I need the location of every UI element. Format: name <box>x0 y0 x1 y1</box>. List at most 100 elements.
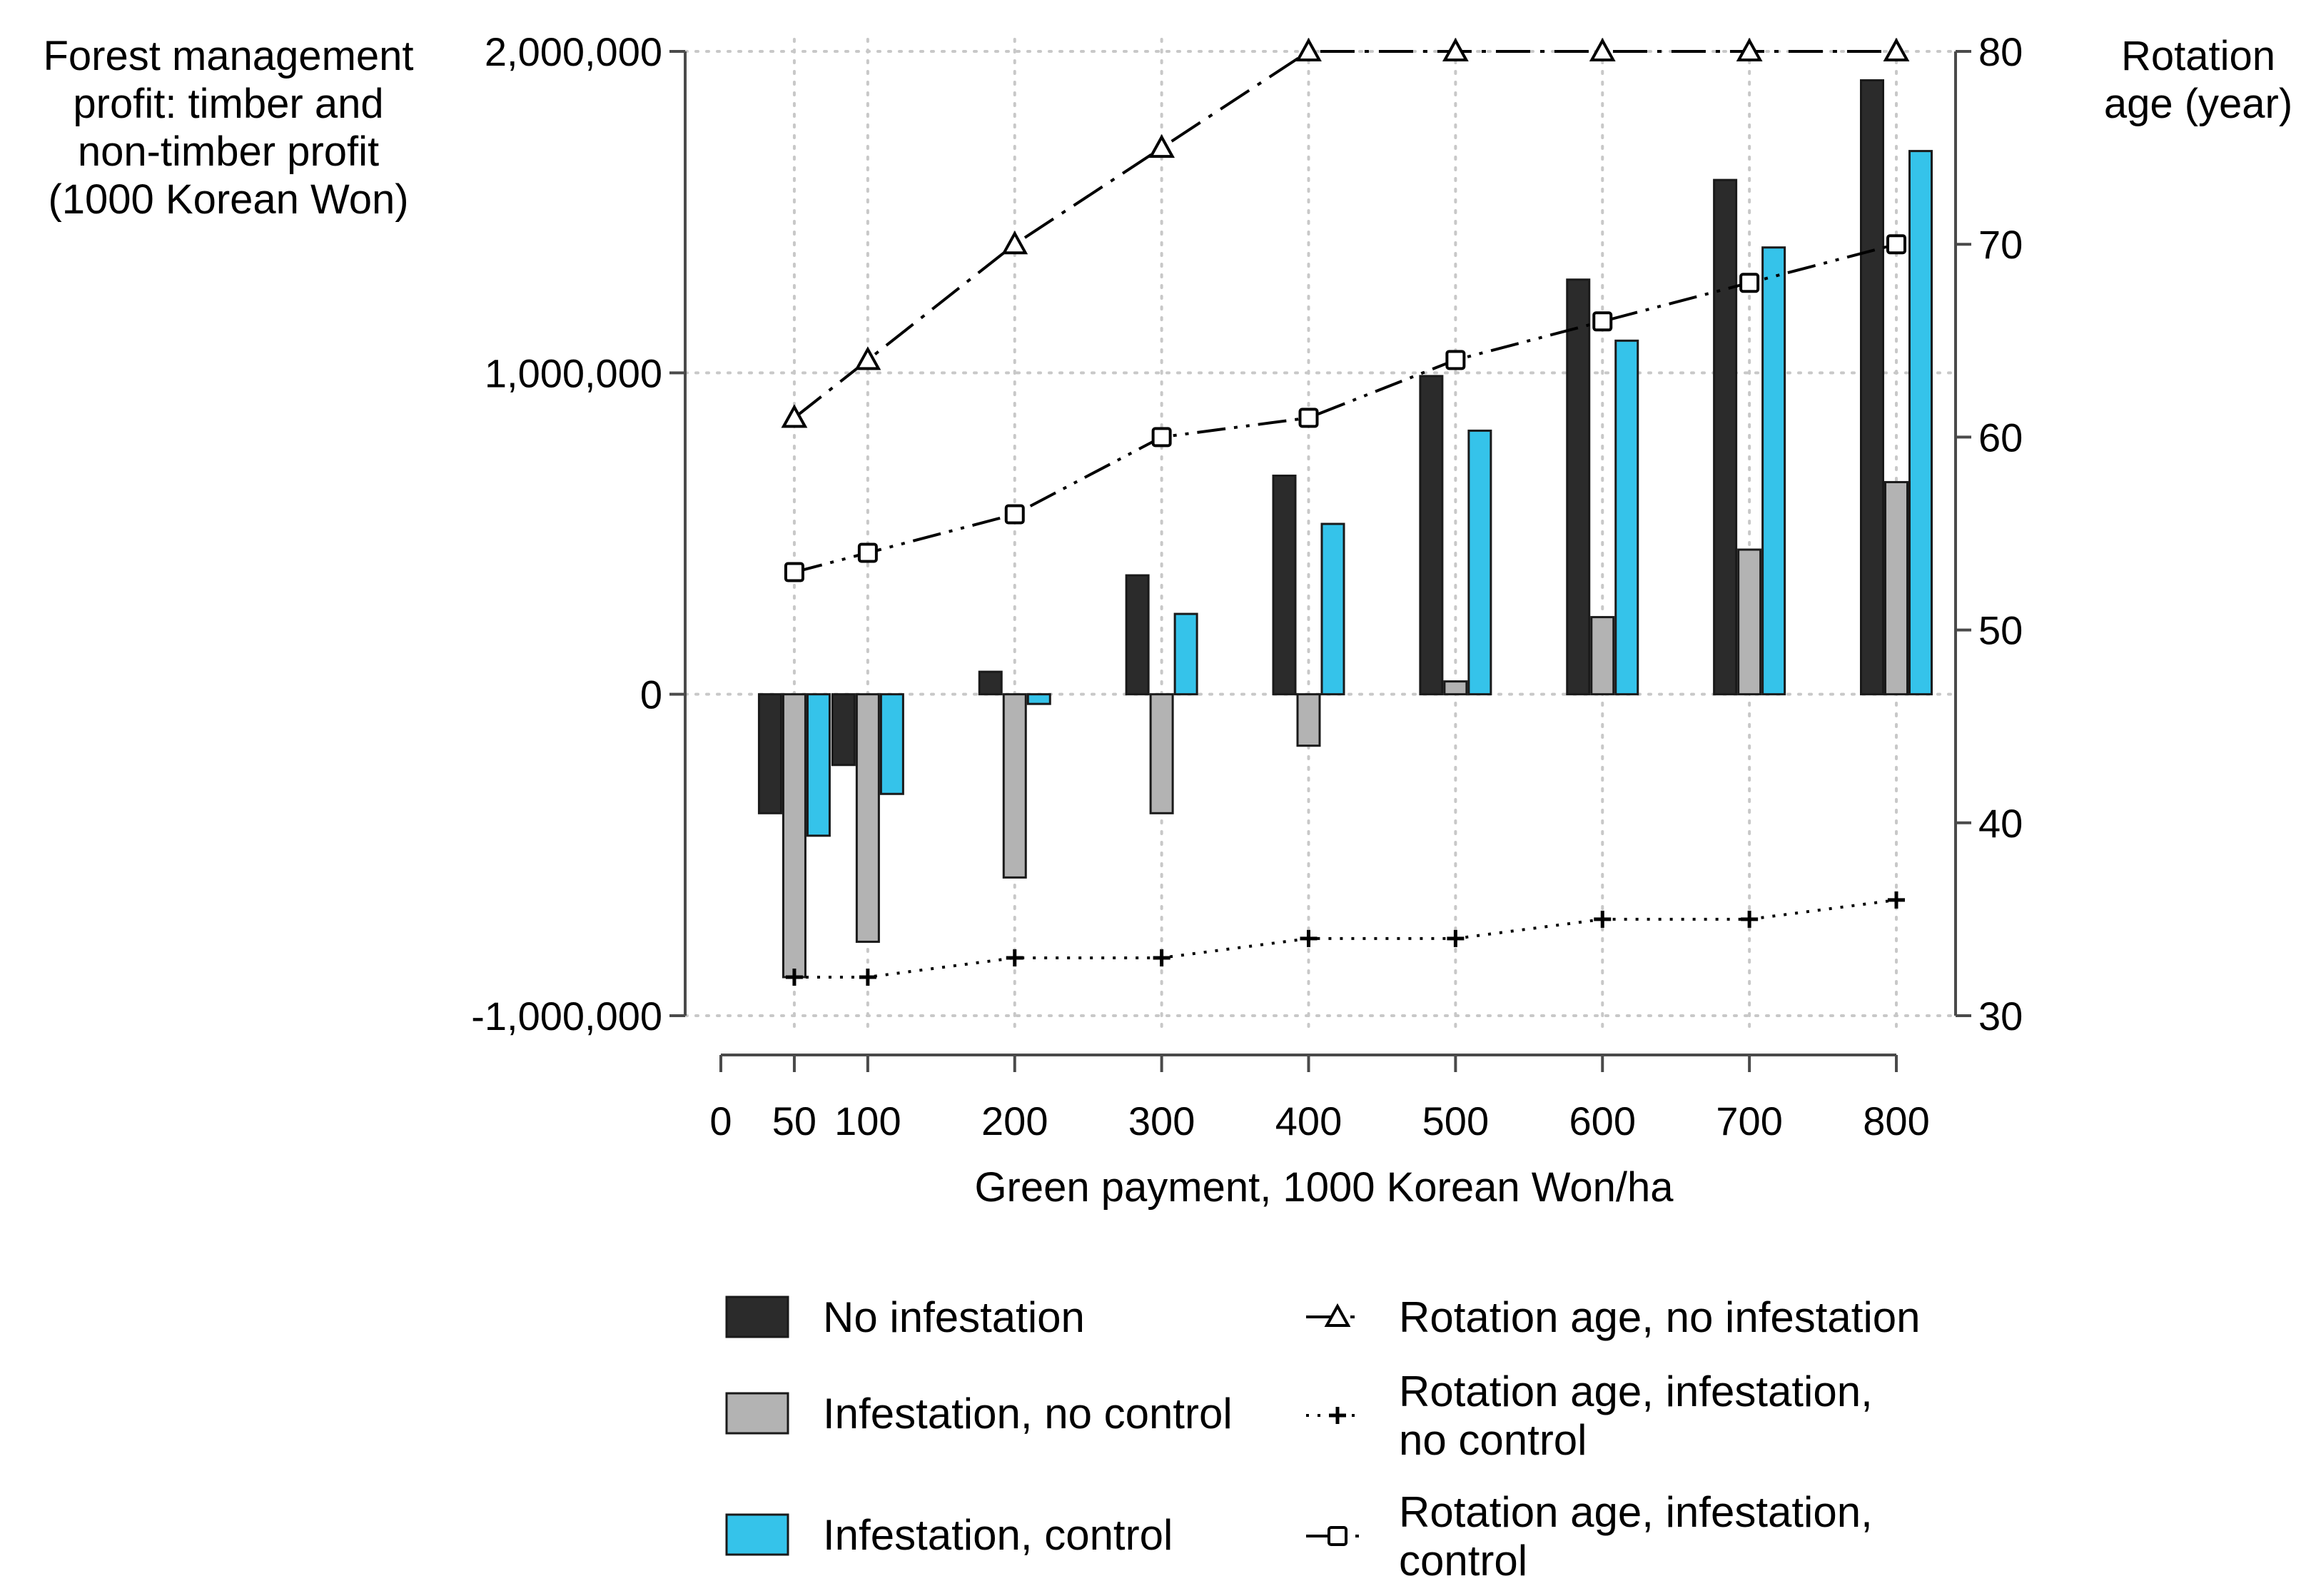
y-tick-label: 1,000,000 <box>485 350 662 395</box>
legend-marker <box>1324 1303 1351 1327</box>
line-rotation-infestation-no-control-marker <box>1300 929 1318 947</box>
x-tick-label: 500 <box>1422 1098 1489 1143</box>
y2-tick-label: 40 <box>1978 801 2023 846</box>
y-tick-label: -1,000,000 <box>471 994 662 1039</box>
bar-no-infestation <box>757 693 782 814</box>
legend-swatch-infestation-no-control <box>725 1392 789 1435</box>
legend-label: control <box>1399 1537 1527 1585</box>
line-rotation-infestation-no-control-marker <box>1006 949 1023 966</box>
legend: No infestation Infestation, no control Inf… <box>725 1293 1921 1585</box>
bar-infestation-no-control <box>1443 680 1468 696</box>
x-tick-label: 200 <box>981 1098 1048 1143</box>
line-rotation-infestation-no-control-marker <box>1741 910 1759 928</box>
line-rotation-infestation-no-control <box>794 898 1897 979</box>
axes: -1,000,000 0 1,000,000 2,000,000 30 40 50 60 70 8… <box>43 29 2292 1211</box>
line-rotation-infestation-control-marker <box>1298 408 1319 428</box>
y2-axis-title-line: Rotation <box>2121 33 2275 79</box>
legend-swatch-infestation-control <box>725 1513 789 1556</box>
line-rotation-infestation-control-marker <box>1004 504 1025 525</box>
legend-label: Infestation, no control <box>823 1390 1233 1438</box>
y-tick-label: 0 <box>640 672 662 717</box>
bar-no-infestation <box>1860 79 1884 696</box>
x-axis-title: Green payment, 1000 Korean Won/ha <box>974 1164 1674 1211</box>
line-rotation-infestation-control-marker <box>784 562 804 582</box>
bar-infestation-control <box>1173 612 1198 696</box>
bar-infestation-no-control <box>1590 616 1615 696</box>
legend-label: Infestation, control <box>823 1511 1173 1559</box>
bar-infestation-no-control <box>855 693 880 943</box>
x-tick-label: 700 <box>1716 1098 1782 1143</box>
x-tick-label: 400 <box>1275 1098 1342 1143</box>
bar-infestation-no-control <box>1002 693 1027 879</box>
y-axis-title-line: Forest management <box>43 33 413 79</box>
y-axis-title-line: non-timber profit <box>78 128 379 175</box>
line-rotation-no-infestation-marker <box>1883 37 1910 61</box>
bar-infestation-control <box>1026 693 1051 705</box>
y2-tick-label: 70 <box>1978 222 2023 267</box>
line-rotation-no-infestation-marker <box>1001 231 1028 255</box>
line-rotation-infestation-no-control-marker <box>1594 910 1612 928</box>
bar-no-infestation <box>1125 574 1150 696</box>
line-rotation-no-infestation-marker <box>854 346 881 370</box>
x-tick-label: 600 <box>1569 1098 1636 1143</box>
line-rotation-infestation-control-marker <box>1739 273 1760 293</box>
line-rotation-no-infestation-marker <box>781 404 808 428</box>
y2-tick-label: 60 <box>1978 415 2023 460</box>
line-rotation-infestation-control-marker <box>1151 427 1172 448</box>
bar-infestation-control <box>806 693 831 837</box>
legend-swatch-no-infestation <box>725 1296 789 1338</box>
legend-marker <box>1328 1526 1347 1546</box>
legend-marker <box>1329 1407 1346 1424</box>
legend-label: Rotation age, infestation, <box>1399 1488 1873 1536</box>
bar-infestation-no-control <box>1296 693 1321 747</box>
line-rotation-no-infestation-marker <box>1148 133 1175 158</box>
bar-no-infestation <box>831 693 856 767</box>
legend-label: No infestation <box>823 1293 1085 1341</box>
line-rotation-infestation-control-marker <box>1445 350 1466 370</box>
line-rotation-infestation-control-marker <box>1886 234 1906 255</box>
bar-infestation-control <box>879 693 904 795</box>
bar-no-infestation <box>978 670 1003 696</box>
bars <box>757 79 1933 979</box>
bar-infestation-no-control <box>1884 480 1908 696</box>
bar-infestation-control <box>1908 150 1933 696</box>
bar-infestation-control <box>1614 339 1639 696</box>
line-rotation-infestation-no-control-marker <box>1153 949 1170 966</box>
x-tick-label: 800 <box>1863 1098 1929 1143</box>
bar-infestation-control <box>1320 522 1345 696</box>
line-rotation-no-infestation-marker <box>1442 37 1469 61</box>
bar-infestation-no-control <box>1149 693 1174 814</box>
rotation-age-lines <box>781 37 1910 986</box>
legend-label: Rotation age, no infestation <box>1399 1293 1921 1341</box>
line-rotation-no-infestation-marker <box>1736 37 1763 61</box>
bar-no-infestation <box>1713 178 1738 696</box>
line-rotation-no-infestation-marker <box>1295 37 1322 61</box>
y-axis-title-line: profit: timber and <box>73 81 383 127</box>
y2-tick-label: 80 <box>1978 29 2023 74</box>
line-rotation-infestation-no-control-marker <box>1447 929 1465 947</box>
y-tick-label: 2,000,000 <box>485 29 662 74</box>
line-rotation-infestation-no-control-marker <box>859 968 876 986</box>
line-rotation-infestation-control-marker <box>1592 311 1613 332</box>
x-tick-label: 0 <box>709 1098 732 1143</box>
y2-tick-label: 50 <box>1978 608 2023 653</box>
bar-no-infestation <box>1566 278 1591 696</box>
y2-axis-title-line: age (year) <box>2104 81 2292 127</box>
bar-infestation-control <box>1467 429 1492 696</box>
y-axis-title-line: (1000 Korean Won) <box>48 176 408 223</box>
x-tick-label: 50 <box>772 1098 816 1143</box>
bar-infestation-no-control <box>1737 548 1762 696</box>
legend-label: Rotation age, infestation, <box>1399 1368 1873 1415</box>
line-rotation-infestation-no-control-marker <box>785 968 803 986</box>
y2-tick-label: 30 <box>1978 994 2023 1039</box>
bar-no-infestation <box>1272 474 1297 696</box>
legend-label: no control <box>1399 1416 1587 1464</box>
bar-infestation-no-control <box>782 693 806 979</box>
line-rotation-infestation-no-control-marker <box>1888 891 1905 909</box>
x-tick-label: 300 <box>1128 1098 1195 1143</box>
line-rotation-no-infestation-marker <box>1589 37 1616 61</box>
x-tick-label: 100 <box>834 1098 901 1143</box>
line-rotation-infestation-control-marker <box>857 542 878 563</box>
bar-infestation-control <box>1761 246 1786 696</box>
